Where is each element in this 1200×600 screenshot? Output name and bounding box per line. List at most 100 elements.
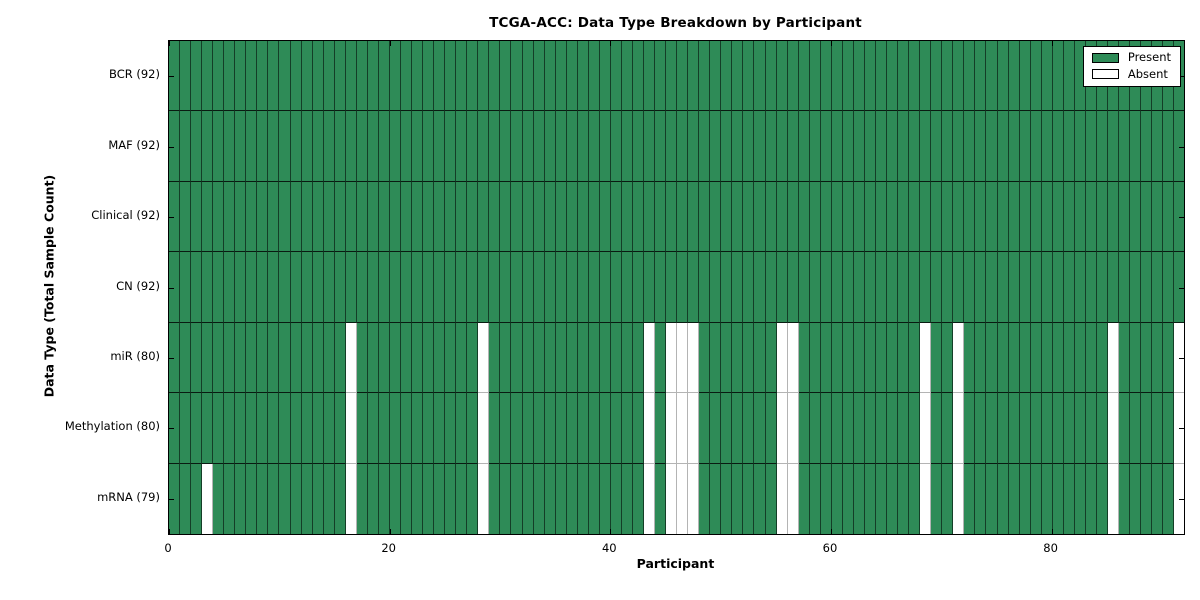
heatmap-cell [655,252,667,323]
heatmap-cell [268,252,280,323]
heatmap-cell [412,41,424,112]
heatmap-cell [864,181,876,253]
heatmap-cell [831,393,843,464]
heatmap-cell [400,41,413,112]
heatmap-cell [710,111,722,182]
heatmap-cell [522,463,534,534]
heatmap-cell [1030,322,1042,394]
y-tick-label-MAF: MAF (92) [108,137,160,152]
heatmap-cell [180,322,192,394]
heatmap-cell [909,41,921,112]
heatmap-cell [842,41,854,112]
heatmap-cell [577,393,589,464]
heatmap-cell [1152,252,1164,323]
heatmap-cell [1030,111,1042,182]
heatmap-cell [776,111,788,182]
heatmap-cell [820,111,832,182]
heatmap-cell [356,181,368,253]
heatmap-cell [688,393,700,464]
heatmap-cell [389,252,401,323]
heatmap-cell [334,463,346,534]
heatmap-cell [191,463,203,534]
heatmap-cell [876,41,888,112]
heatmap-cell [478,111,490,182]
y-tick-mark [169,76,174,78]
heatmap-cell [301,463,313,534]
heatmap-cell [864,322,876,394]
heatmap-cell [655,111,667,182]
heatmap-cell [610,463,622,534]
heatmap-cell [467,463,479,534]
heatmap-cell [754,111,766,182]
heatmap-cell [644,41,656,112]
heatmap-cell [1141,393,1153,464]
heatmap-cell [224,252,236,323]
heatmap-cell [445,393,457,464]
heatmap-cell [820,252,832,323]
heatmap-cell [787,393,799,464]
heatmap-cell [389,111,401,182]
heatmap-cell [445,322,457,394]
heatmap-cell [809,41,821,112]
x-tick-mark [169,529,170,534]
heatmap-cell [721,181,733,253]
heatmap-cell [434,393,446,464]
heatmap-cell [975,41,987,112]
present-swatch [1091,52,1119,63]
heatmap-cell [831,181,843,253]
heatmap-cell [876,393,888,464]
heatmap-cell [555,393,567,464]
heatmap-cell [975,252,987,323]
heatmap-cell [975,322,987,394]
heatmap-cell [820,463,832,534]
heatmap-cell [787,463,799,534]
heatmap-cell [1030,181,1042,253]
heatmap-cell [754,41,766,112]
heatmap-cell [169,252,181,323]
heatmap-cell [456,41,468,112]
heatmap-cell [765,41,777,112]
x-tick-mark [389,529,391,534]
heatmap-cell [356,463,368,534]
heatmap-cell [334,393,346,464]
heatmap-cell [632,181,645,253]
heatmap-cell [1008,322,1020,394]
heatmap-cell [842,463,854,534]
heatmap-cell [1096,322,1108,394]
x-tick-mark [1051,41,1053,46]
heatmap-cell [555,111,567,182]
heatmap-row-BCR [169,41,1185,112]
heatmap-cell [666,322,678,394]
heatmap-cell [301,322,313,394]
heatmap-cell [467,41,479,112]
heatmap-cell [1163,393,1175,464]
heatmap-cell [887,322,899,394]
heatmap-cell [1074,111,1086,182]
heatmap-cell [1119,322,1131,394]
heatmap-cell [511,181,523,253]
heatmap-cell [456,181,468,253]
heatmap-cell [412,322,424,394]
heatmap-cell [754,393,766,464]
heatmap-cell [765,111,777,182]
heatmap-cell [290,393,302,464]
heatmap-cell [876,111,888,182]
heatmap-cell [787,252,799,323]
heatmap-cell [876,322,888,394]
heatmap-cell [820,41,832,112]
heatmap-cell [997,463,1009,534]
heatmap-cell [400,181,413,253]
heatmap-cell [677,41,689,112]
heatmap-cell [688,111,700,182]
heatmap-row-miR [169,322,1185,394]
heatmap-cell [555,322,567,394]
heatmap-cell [356,252,368,323]
heatmap-cell [964,111,976,182]
heatmap-cell [842,322,854,394]
heatmap-cell [975,111,987,182]
heatmap-cell [853,393,865,464]
heatmap-cell [213,252,225,323]
heatmap-cell [312,393,324,464]
heatmap-cell [1063,41,1075,112]
heatmap-cell [1152,322,1164,394]
